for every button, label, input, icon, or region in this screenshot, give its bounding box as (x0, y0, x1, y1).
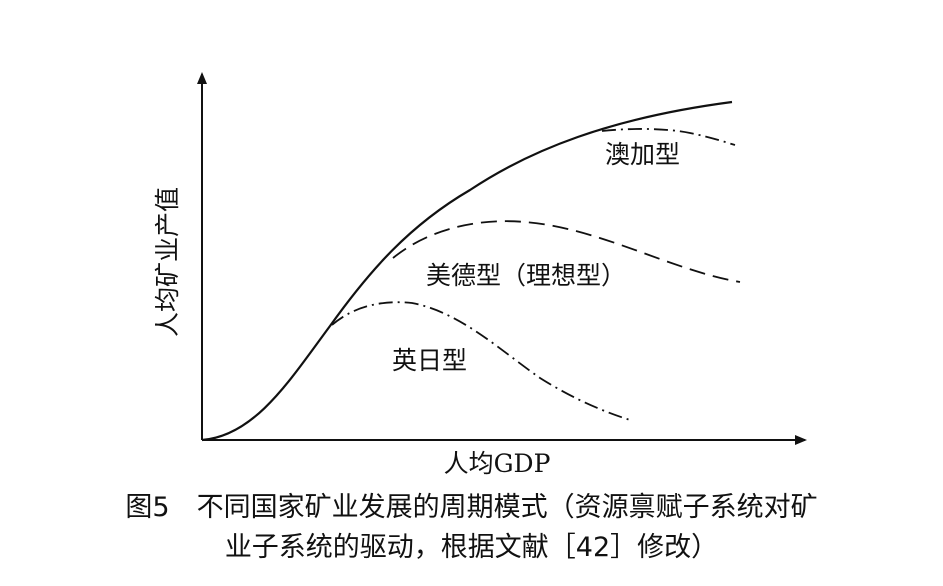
curve-uk-jp-type (331, 301, 631, 421)
curve-us-de-type (392, 220, 741, 283)
curve-au-ca-type (601, 128, 736, 146)
y-axis-label: 人均矿业产值 (153, 187, 182, 337)
curve-label-us-de: 美德型（理想型） (426, 261, 626, 290)
x-axis-label: 人均GDP (444, 449, 551, 478)
main-growth-curve (201, 100, 733, 442)
curve-label-au-ca: 澳加型 (605, 140, 680, 169)
figure-caption-line-1: 图5 不同国家矿业发展的周期模式（资源禀赋子系统对矿 (125, 492, 818, 523)
curve-label-uk-jp: 英日型 (392, 346, 467, 375)
figure-caption-line-2: 业子系统的驱动，根据文献［42］修改） (224, 532, 719, 563)
